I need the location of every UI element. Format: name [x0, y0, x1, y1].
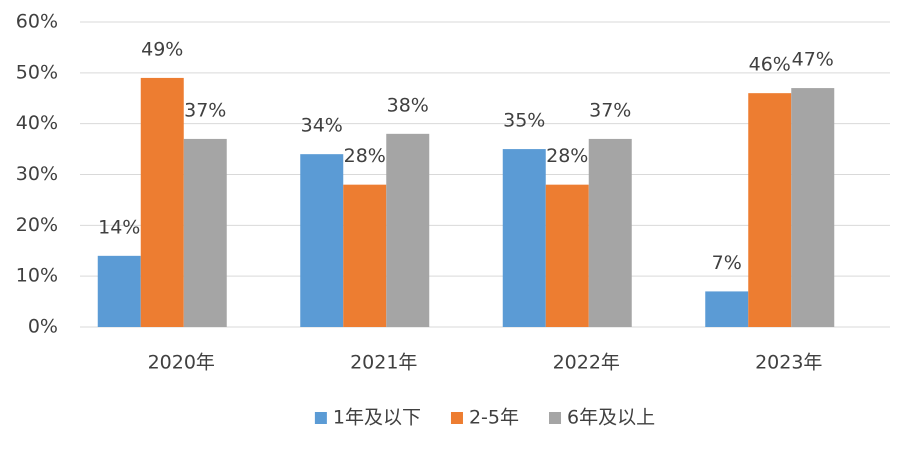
bar — [140, 77, 184, 328]
x-tick-label: 2021年 — [350, 352, 417, 374]
y-tick-label: 40% — [16, 112, 58, 134]
bar — [588, 138, 632, 327]
data-label: 34% — [301, 115, 343, 137]
data-label: 38% — [387, 94, 429, 116]
legend-swatch — [450, 412, 463, 424]
bar — [705, 291, 749, 327]
legend-label: 6年及以上 — [567, 407, 655, 429]
data-label: 28% — [344, 145, 386, 167]
data-label: 49% — [141, 38, 183, 60]
x-tick-label: 2023年 — [755, 352, 822, 374]
bar — [791, 88, 835, 327]
data-label: 7% — [712, 252, 742, 274]
data-label: 47% — [792, 49, 834, 71]
y-tick-label: 20% — [16, 214, 58, 236]
y-tick-label: 10% — [16, 265, 58, 287]
bar — [386, 133, 430, 327]
bar — [300, 154, 344, 327]
y-tick-label: 50% — [16, 61, 58, 83]
legend-swatch — [314, 412, 327, 424]
bar — [183, 138, 227, 327]
data-label: 46% — [749, 54, 791, 76]
y-tick-label: 60% — [16, 11, 58, 33]
bar — [748, 93, 792, 328]
legend-label: 1年及以下 — [333, 407, 421, 429]
legend-label: 2-5年 — [469, 407, 519, 429]
data-label: 14% — [98, 216, 140, 238]
y-tick-label: 30% — [16, 163, 58, 185]
x-tick-label: 2022年 — [553, 352, 620, 374]
bar — [97, 255, 141, 327]
bar — [502, 149, 546, 327]
bar — [343, 184, 387, 327]
data-label: 35% — [503, 110, 545, 132]
legend-swatch — [549, 412, 562, 424]
bar — [545, 184, 589, 327]
y-tick-label: 0% — [28, 316, 58, 338]
x-tick-label: 2020年 — [148, 352, 215, 374]
data-label: 28% — [546, 145, 588, 167]
data-label: 37% — [184, 99, 226, 121]
data-label: 37% — [589, 99, 631, 121]
